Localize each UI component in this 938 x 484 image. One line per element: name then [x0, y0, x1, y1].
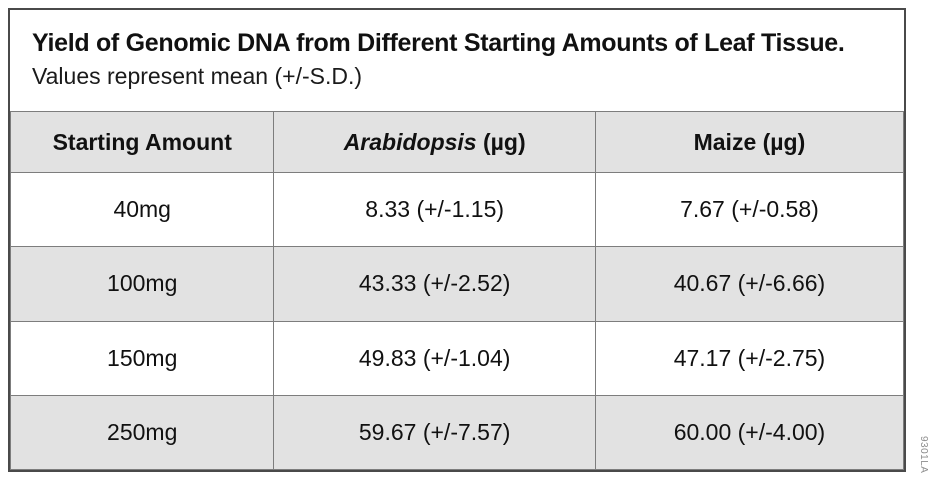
- column-header-unit: (µg): [756, 128, 806, 155]
- table-header-row: Starting Amount Arabidopsis (µg) Maize (…: [9, 111, 905, 173]
- cell-arabidopsis-yield: 8.33 (+/-1.15): [273, 171, 596, 248]
- column-header-maize: Maize (µg): [594, 111, 905, 173]
- figure-frame: Yield of Genomic DNA from Different Star…: [8, 8, 906, 472]
- cell-maize-yield: 47.17 (+/-2.75): [594, 320, 905, 396]
- dna-yield-table: Starting Amount Arabidopsis (µg) Maize (…: [9, 111, 905, 471]
- column-header-label: Arabidopsis: [343, 128, 477, 155]
- cell-starting-amount: 40mg: [9, 171, 275, 248]
- column-header-label: Maize: [693, 128, 757, 155]
- table-row: 250mg 59.67 (+/-7.57) 60.00 (+/-4.00): [9, 394, 905, 471]
- column-header-unit: (µg): [476, 128, 526, 155]
- column-header-arabidopsis: Arabidopsis (µg): [273, 111, 596, 173]
- table-row: 100mg 43.33 (+/-2.52) 40.67 (+/-6.66): [9, 246, 905, 322]
- column-header-starting-amount: Starting Amount: [9, 111, 275, 173]
- figure-id: 9301LA: [918, 436, 929, 474]
- cell-maize-yield: 40.67 (+/-6.66): [594, 246, 905, 322]
- table-row: 40mg 8.33 (+/-1.15) 7.67 (+/-0.58): [9, 171, 905, 248]
- cell-maize-yield: 60.00 (+/-4.00): [594, 394, 905, 471]
- figure-caption: Yield of Genomic DNA from Different Star…: [10, 10, 904, 111]
- cell-arabidopsis-yield: 49.83 (+/-1.04): [273, 320, 596, 396]
- cell-maize-yield: 7.67 (+/-0.58): [594, 171, 905, 248]
- column-header-label: Starting Amount: [52, 128, 232, 155]
- cell-arabidopsis-yield: 43.33 (+/-2.52): [273, 246, 596, 322]
- figure-title: Yield of Genomic DNA from Different Star…: [32, 29, 845, 57]
- table-row: 150mg 49.83 (+/-1.04) 47.17 (+/-2.75): [9, 320, 905, 396]
- figure-subtitle: Values represent mean (+/-S.D.): [32, 63, 363, 90]
- cell-starting-amount: 150mg: [9, 320, 275, 396]
- cell-starting-amount: 250mg: [9, 394, 275, 471]
- cell-arabidopsis-yield: 59.67 (+/-7.57): [273, 394, 596, 471]
- cell-starting-amount: 100mg: [9, 246, 275, 322]
